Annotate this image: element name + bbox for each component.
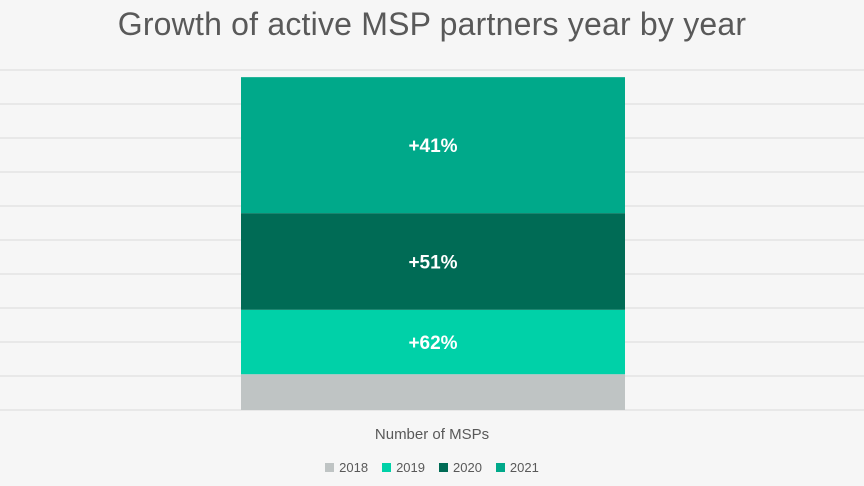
stacked-bar xyxy=(241,77,625,410)
legend-item-2019: 2019 xyxy=(382,460,425,475)
legend-item-2020: 2020 xyxy=(439,460,482,475)
legend: 2018 2019 2020 2021 xyxy=(0,460,864,475)
x-axis-label: Number of MSPs xyxy=(374,426,490,443)
legend-swatch xyxy=(495,463,505,472)
legend-swatch xyxy=(439,463,448,472)
legend-item-2021: 2021 xyxy=(495,460,539,475)
legend-label: 2019 xyxy=(396,460,425,475)
legend-swatch xyxy=(325,463,335,472)
data-label-2021: +41% xyxy=(408,136,457,157)
data-label-2020: +51% xyxy=(408,252,457,273)
data-labels: +62% +51% +41% xyxy=(408,136,457,354)
legend-label: 2018 xyxy=(339,460,369,475)
bar-segment-2021 xyxy=(241,77,625,214)
data-label-2019: +62% xyxy=(408,333,457,354)
bar-segment-2019 xyxy=(241,309,625,375)
chart-title: Growth of active MSP partners year by ye… xyxy=(117,6,747,42)
bar-segment-2018 xyxy=(241,374,625,410)
legend-item-2018: 2018 xyxy=(325,460,368,475)
legend-label: 2020 xyxy=(453,460,482,475)
legend-label: 2021 xyxy=(509,460,539,475)
bar-segment-2020 xyxy=(241,213,625,310)
legend-swatch xyxy=(382,463,392,472)
